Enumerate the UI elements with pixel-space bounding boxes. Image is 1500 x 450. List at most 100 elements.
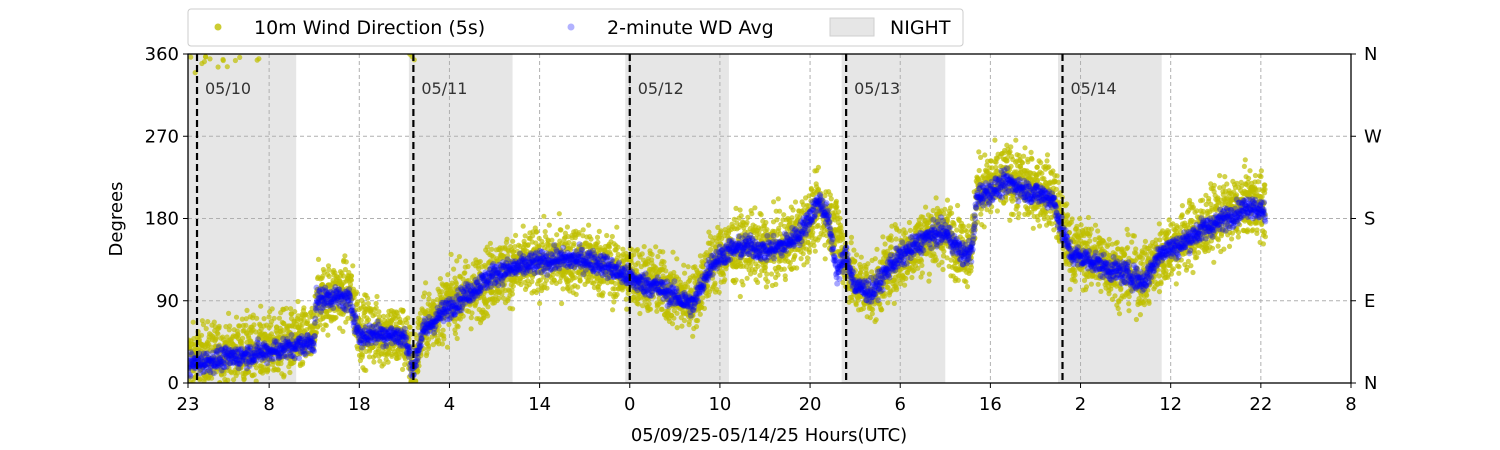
wd-point [546, 222, 552, 228]
wd-point [833, 198, 840, 204]
wd-point [609, 233, 615, 240]
wd-point [966, 223, 972, 229]
wd-point [575, 284, 581, 290]
wd-point [216, 323, 222, 329]
wd-point [237, 54, 243, 61]
wd-point [720, 272, 727, 278]
wd-point [487, 240, 493, 246]
wd-point [1035, 217, 1041, 223]
wd-point [541, 213, 547, 219]
wd-point [758, 212, 764, 218]
wd-point [199, 318, 205, 324]
wd-point [988, 209, 994, 215]
wd-point [221, 371, 227, 377]
wd-point [1008, 144, 1014, 150]
wd-point [976, 149, 982, 155]
wd-point [982, 152, 988, 158]
wd-point [295, 298, 301, 305]
wd-point [738, 213, 744, 219]
wd-point [1016, 211, 1022, 217]
wd-point [874, 246, 880, 252]
wd-point [407, 324, 413, 330]
wd-point [858, 254, 864, 260]
wd-point [588, 236, 594, 242]
wd-point [781, 266, 787, 272]
wd-point [964, 284, 971, 290]
wd-point [446, 321, 452, 328]
wd-point [226, 310, 232, 316]
wd-point [773, 281, 779, 287]
wd-point [371, 359, 377, 365]
wd-point [534, 229, 540, 235]
wd-point [976, 167, 982, 174]
wd-point [465, 263, 471, 270]
wd-point [947, 205, 954, 211]
wd-point [955, 202, 961, 209]
wd-point [906, 219, 913, 226]
wd-point [781, 212, 787, 218]
wd-point [559, 300, 565, 307]
wd-point [812, 248, 818, 254]
wd-point [865, 261, 871, 267]
wd-point [600, 290, 606, 296]
wd-point [220, 57, 226, 64]
wd-point [909, 274, 915, 281]
wd-point [716, 289, 722, 295]
wd-point [439, 341, 445, 347]
wd-point [810, 229, 816, 236]
wd-point [792, 252, 798, 259]
wd-point [697, 311, 703, 317]
wd-point [520, 223, 526, 229]
wd-point [261, 316, 267, 322]
wd-point [586, 222, 592, 228]
wd-point [903, 275, 909, 282]
wd-point [496, 295, 502, 301]
wd-point [923, 204, 929, 210]
wd-point [251, 322, 257, 328]
wd-point [452, 331, 458, 337]
wd-point [1072, 278, 1078, 284]
wd-point [1078, 222, 1084, 228]
wd-point [554, 232, 560, 238]
wd-point [200, 322, 207, 328]
wd-point [963, 279, 969, 285]
wd-point [426, 291, 432, 297]
wd-point [1021, 153, 1027, 159]
wd-point [1028, 149, 1034, 155]
wd-point [828, 196, 834, 202]
wd-point [1050, 168, 1056, 174]
wd-point [992, 137, 998, 143]
wd-point [560, 286, 566, 292]
wd-point [634, 247, 641, 253]
wd-point [455, 324, 461, 330]
wd-point [1044, 158, 1050, 164]
wd-point [852, 258, 858, 264]
wd-point [198, 332, 205, 338]
wd-point [882, 241, 888, 247]
wd-point [655, 253, 661, 260]
wd-point [240, 335, 246, 341]
wd-point [269, 306, 275, 312]
wd-point [209, 375, 215, 381]
wd-point [451, 266, 457, 272]
wd-point [510, 283, 516, 289]
wd-point [215, 64, 221, 70]
wd-point [794, 265, 800, 271]
wd-point [543, 277, 550, 283]
wd-point [320, 327, 326, 333]
wd-point [994, 208, 1001, 214]
wd-point [889, 237, 895, 243]
wd-point [893, 236, 899, 242]
wd-point [649, 251, 655, 258]
wd-point [326, 273, 332, 279]
wd-point [888, 244, 894, 250]
wd-point [851, 247, 857, 253]
wd-point [926, 271, 933, 277]
wd-point [1077, 215, 1083, 222]
wd-point [558, 227, 564, 233]
wd-point [624, 306, 630, 312]
wd-point [323, 322, 329, 329]
wd-point [765, 279, 771, 285]
wd-point [1030, 225, 1036, 231]
wd-point [348, 273, 355, 279]
